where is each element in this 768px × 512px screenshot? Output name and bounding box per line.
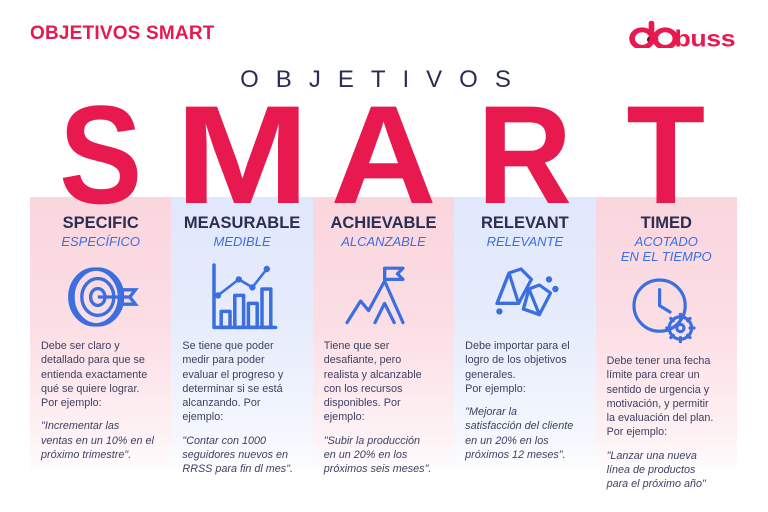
svg-text:buss: buss [675,26,736,48]
